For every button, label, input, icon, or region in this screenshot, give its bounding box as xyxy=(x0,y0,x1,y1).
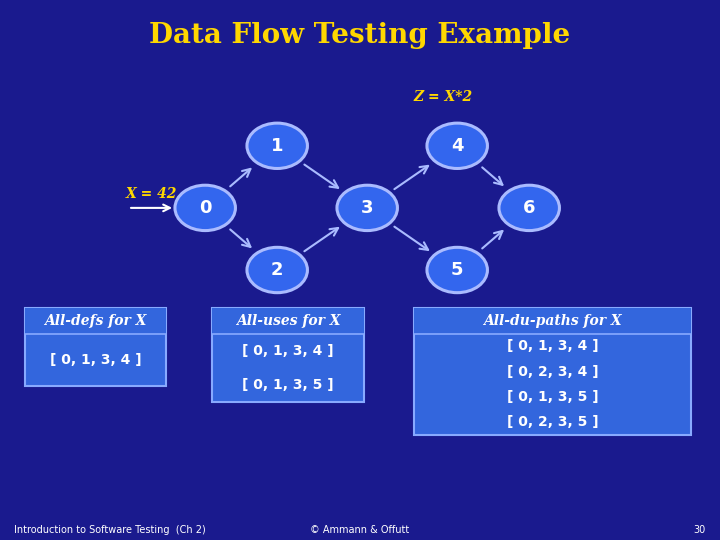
Text: 6: 6 xyxy=(523,199,536,217)
Text: 30: 30 xyxy=(693,525,706,535)
Text: Data Flow Testing Example: Data Flow Testing Example xyxy=(149,22,571,49)
Circle shape xyxy=(247,247,307,293)
Text: X = 42: X = 42 xyxy=(125,187,177,201)
FancyBboxPatch shape xyxy=(414,308,691,435)
Text: 3: 3 xyxy=(361,199,374,217)
Text: All-uses for X: All-uses for X xyxy=(235,314,341,328)
Text: © Ammann & Offutt: © Ammann & Offutt xyxy=(310,525,410,535)
Text: [ 0, 1, 3, 4 ]: [ 0, 1, 3, 4 ] xyxy=(507,339,598,353)
Text: [ 0, 1, 3, 5 ]: [ 0, 1, 3, 5 ] xyxy=(507,390,598,404)
Text: 0: 0 xyxy=(199,199,212,217)
FancyBboxPatch shape xyxy=(25,308,166,386)
Circle shape xyxy=(427,123,487,168)
Circle shape xyxy=(175,185,235,231)
Text: 5: 5 xyxy=(451,261,464,279)
Text: Introduction to Software Testing  (Ch 2): Introduction to Software Testing (Ch 2) xyxy=(14,525,206,535)
Text: 4: 4 xyxy=(451,137,464,155)
Text: [ 0, 1, 3, 4 ]: [ 0, 1, 3, 4 ] xyxy=(242,344,334,358)
Text: [ 0, 1, 3, 4 ]: [ 0, 1, 3, 4 ] xyxy=(50,353,141,367)
Text: Z = X*2: Z = X*2 xyxy=(413,90,472,104)
Text: All-du-paths for X: All-du-paths for X xyxy=(483,314,622,328)
FancyBboxPatch shape xyxy=(212,308,364,334)
Text: 2: 2 xyxy=(271,261,284,279)
Text: Z = X-8: Z = X-8 xyxy=(414,320,472,334)
Text: [ 0, 2, 3, 4 ]: [ 0, 2, 3, 4 ] xyxy=(507,364,598,379)
Text: [ 0, 1, 3, 5 ]: [ 0, 1, 3, 5 ] xyxy=(242,378,334,392)
Text: [ 0, 2, 3, 5 ]: [ 0, 2, 3, 5 ] xyxy=(507,415,598,429)
Text: 1: 1 xyxy=(271,137,284,155)
FancyBboxPatch shape xyxy=(212,308,364,402)
Circle shape xyxy=(247,123,307,168)
FancyBboxPatch shape xyxy=(25,308,166,334)
FancyBboxPatch shape xyxy=(414,308,691,334)
Circle shape xyxy=(499,185,559,231)
Circle shape xyxy=(427,247,487,293)
Circle shape xyxy=(337,185,397,231)
Text: All-defs for X: All-defs for X xyxy=(44,314,147,328)
